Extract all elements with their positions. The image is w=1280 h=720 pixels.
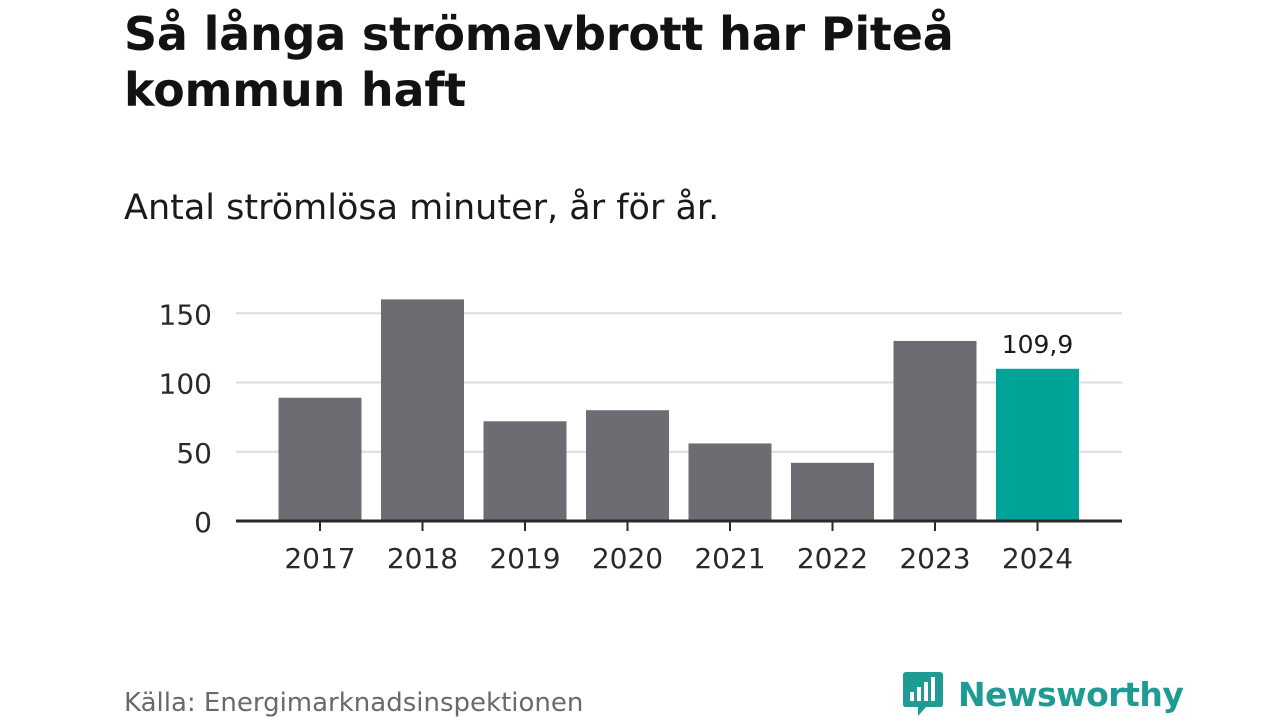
x-tick-label: 2019 [489, 542, 560, 575]
bar [586, 410, 669, 521]
brand-logo: Newsworthy [902, 670, 1184, 718]
bar [483, 421, 567, 521]
x-tick-label: 2018 [387, 542, 458, 575]
bar [996, 368, 1079, 521]
chart-subtitle: Antal strömlösa minuter, år för år. [124, 188, 720, 228]
newsworthy-logo-icon [903, 672, 943, 716]
bar [791, 462, 874, 521]
x-tick-label: 2020 [592, 542, 663, 575]
chart-title: Så långa strömavbrott har Piteå kommun h… [124, 7, 954, 117]
bar [278, 397, 362, 521]
brand-name: Newsworthy [958, 674, 1184, 714]
x-tick-label: 2017 [284, 542, 355, 575]
bar [893, 340, 977, 521]
bar [381, 299, 464, 521]
data-label: 109,9 [1002, 330, 1074, 359]
y-tick-label: 50 [176, 437, 212, 470]
bar [688, 443, 772, 521]
x-tick-label: 2024 [1002, 542, 1073, 575]
x-tick-label: 2022 [797, 542, 868, 575]
x-tick-label: 2023 [899, 542, 970, 575]
x-tick-label: 2021 [694, 542, 765, 575]
y-tick-label: 100 [159, 368, 212, 401]
source-note: Källa: Energimarknadsinspektionen [124, 688, 584, 718]
y-tick-label: 0 [194, 506, 212, 539]
y-tick-label: 150 [159, 298, 212, 331]
